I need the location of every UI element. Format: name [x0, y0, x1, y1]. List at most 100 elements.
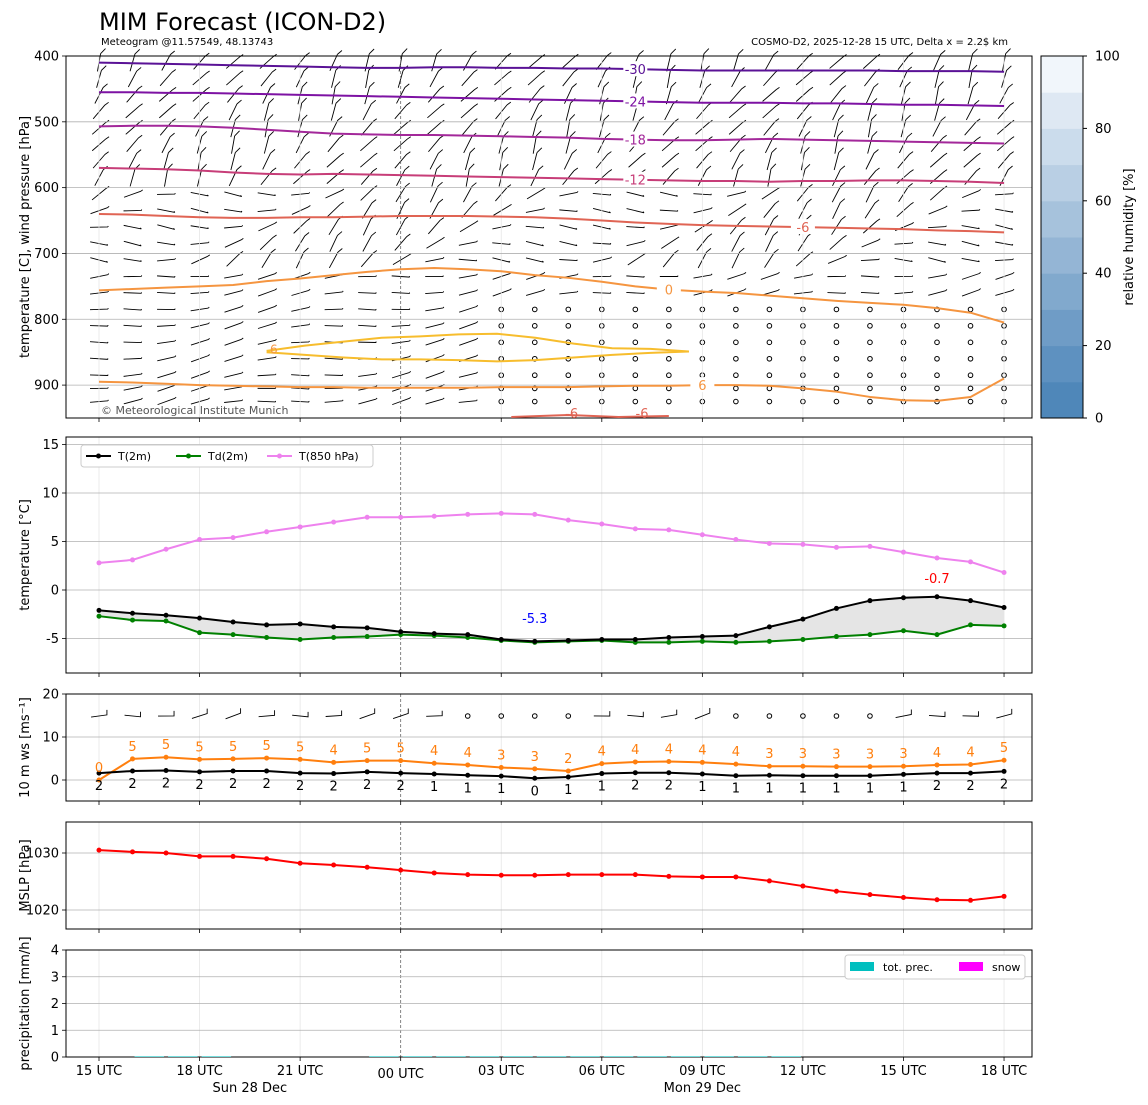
wind-barb [695, 136, 713, 152]
colorbar-tick-label: 40 [1095, 267, 1112, 282]
calm-wind-marker [565, 372, 572, 379]
legend-swatch [850, 962, 874, 971]
precip-bar [168, 1056, 198, 1057]
wind-barb [392, 396, 412, 406]
wind-barb [934, 98, 945, 121]
dewpoint-spread-area [99, 596, 1005, 643]
series-point [297, 636, 303, 642]
wind-barb [767, 163, 777, 187]
series-point [1001, 893, 1007, 899]
wind-barb [661, 136, 680, 152]
wind-barb [762, 103, 780, 119]
series-point [867, 598, 873, 604]
series-point [800, 883, 806, 889]
wind-barb [192, 70, 210, 86]
series-point [230, 768, 236, 774]
wind-barb [458, 399, 478, 403]
series-point [297, 756, 303, 762]
wind-barb [762, 87, 780, 102]
calm-wind-marker [733, 323, 739, 329]
upper-air-ytick-label: 400 [34, 50, 59, 65]
calm-wind-marker [934, 355, 940, 362]
copyright-text: © Meteorological Institute Munich [101, 404, 288, 417]
series-point [331, 759, 337, 765]
calm-wind-marker [934, 385, 940, 392]
wind-barb [832, 198, 846, 220]
series-point [364, 625, 370, 631]
calm-wind-marker [666, 323, 672, 329]
speed-value-label: 1 [899, 780, 907, 795]
wind-barb [696, 233, 713, 251]
series-point [532, 872, 538, 878]
humidity-colorbar: 0 20 40 60 80 100 relative humidity [%] [1040, 50, 1137, 427]
gust-value-label: 5 [363, 742, 371, 757]
series-point [498, 872, 504, 878]
wind-barb [192, 86, 210, 102]
series-point [699, 638, 705, 644]
wind-barb [230, 114, 241, 138]
series-point [264, 635, 270, 641]
wind-barb [224, 238, 244, 248]
wind-barb [559, 191, 579, 197]
wind-barb [459, 321, 479, 330]
temperature-legend: T(2m) Td(2m) T(850 hPa) [80, 444, 374, 468]
wind-barb [464, 147, 476, 171]
wind-barb [559, 209, 578, 212]
time-tick-label: 06 UTC [579, 1064, 625, 1079]
series-point [968, 762, 974, 768]
series-point [766, 772, 772, 778]
wind-barb [662, 118, 679, 136]
temperature-ylabel: temperature [°C] [18, 499, 33, 611]
wind-barb [257, 192, 276, 197]
calm-wind-marker [666, 398, 672, 405]
wind-barb [228, 99, 242, 121]
series-point [364, 769, 370, 775]
isotherm-label: 6 [698, 379, 706, 394]
wind-barb [996, 708, 1013, 719]
calm-wind-marker [934, 339, 940, 346]
colorbar-band [1041, 92, 1083, 129]
wind-barb [559, 241, 578, 247]
legend-label: snow [992, 961, 1020, 974]
wind-barb [358, 324, 377, 327]
series-point [498, 773, 504, 779]
wind-barb [831, 182, 846, 203]
speed-value-label: 2 [128, 777, 136, 792]
wind-barb [798, 198, 812, 219]
wind10m-ytick-label: 0 [51, 774, 59, 789]
wind-barb [898, 183, 913, 203]
series-point [264, 755, 270, 761]
isotherm-label: 0 [665, 284, 673, 299]
wind10m-ytick-label: 10 [42, 731, 59, 746]
series-point [565, 637, 571, 643]
series-point [264, 529, 270, 535]
calm-wind-marker [967, 323, 974, 329]
wind-barb [362, 99, 377, 121]
wind-barb [526, 187, 546, 200]
series-line [98, 512, 1005, 574]
wind-barb [827, 275, 846, 278]
speed-value-label: 1 [832, 782, 840, 797]
precip-bar [402, 1056, 433, 1057]
wind-barb [565, 98, 576, 121]
wind-barb [796, 184, 813, 202]
wind10m-ylabel: 10 m ws [ms⁻¹] [18, 697, 33, 798]
wind-barb [559, 290, 579, 295]
wind-barb [358, 292, 377, 294]
series-point [431, 870, 437, 876]
wind-barb [224, 321, 244, 330]
wind-barb [328, 215, 343, 236]
wind-barb [392, 708, 409, 719]
gust-value-label: 3 [899, 747, 907, 762]
wind-barb [257, 356, 277, 361]
wind-barb [862, 218, 881, 234]
colorbar-label: relative humidity [%] [1122, 168, 1137, 305]
wind-barb [330, 98, 342, 121]
wind-barb [324, 290, 344, 295]
speed-value-label: 1 [799, 782, 807, 797]
wind-barb [394, 102, 411, 120]
wind-barb [761, 187, 780, 200]
wind-barb [427, 103, 445, 119]
series-point [163, 546, 169, 552]
wind-barb [157, 208, 176, 213]
